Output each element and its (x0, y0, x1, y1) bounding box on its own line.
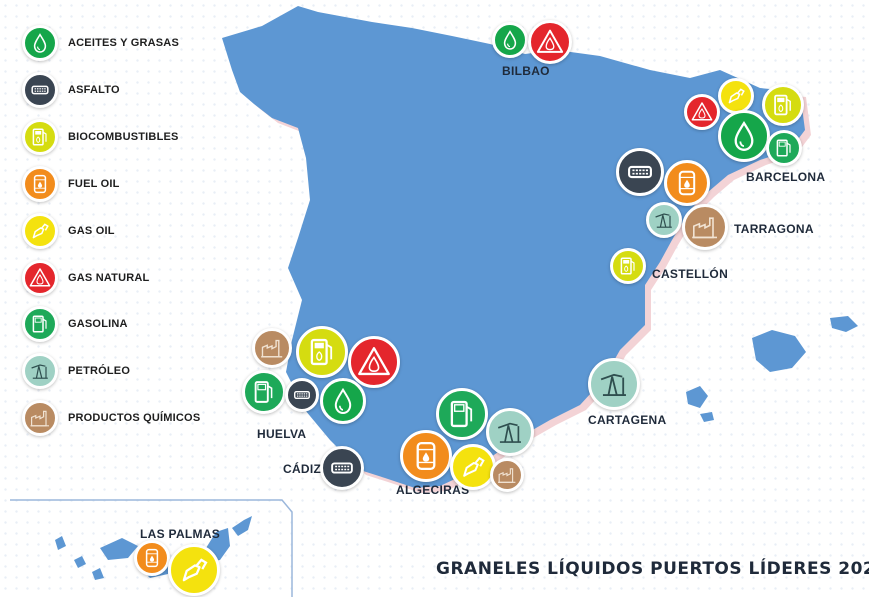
fuel-pump-icon (22, 306, 58, 342)
port-label-cartagena: CARTAGENA (588, 413, 667, 427)
barrel-icon (400, 430, 452, 482)
asphalt-icon (285, 378, 319, 412)
legend-label: GASOLINA (68, 318, 128, 330)
canary-inset-frame (10, 499, 293, 597)
ibiza-island (686, 386, 708, 408)
legend-item-gasnat: GAS NATURAL (22, 260, 149, 296)
formentera-island (700, 412, 714, 422)
oil-pumpjack-icon (486, 408, 534, 456)
biofuel-pump-icon (762, 84, 804, 126)
port-label-tarragona: TARRAGONA (734, 222, 814, 236)
oil-drop-icon (718, 110, 770, 162)
asphalt-icon (616, 148, 664, 196)
port-label-castellon: CASTELLÓN (652, 267, 729, 281)
flame-warning-icon (528, 20, 572, 64)
legend-item-gasolina: GASOLINA (22, 306, 127, 342)
legend-item-aceites: ACEITES Y GRASAS (22, 25, 179, 61)
flame-warning-icon (22, 260, 58, 296)
fuel-nozzle-icon (718, 78, 754, 114)
barrel-icon (134, 540, 170, 576)
oil-drop-icon (320, 378, 366, 424)
fuel-nozzle-icon (22, 213, 58, 249)
legend-item-gasoil: GAS OIL (22, 213, 114, 249)
canary-island (92, 568, 104, 580)
map-title: GRANELES LÍQUIDOS PUERTOS LÍDERES 2021 (436, 559, 869, 579)
legend-item-bio: BIOCOMBUSTIBLES (22, 119, 178, 155)
chemical-plant-icon (252, 328, 292, 368)
legend-label: FUEL OIL (68, 178, 120, 190)
legend-label: BIOCOMBUSTIBLES (68, 131, 179, 143)
oil-pumpjack-icon (646, 202, 682, 238)
chemical-plant-icon (490, 458, 524, 492)
port-label-barcelona: BARCELONA (746, 170, 826, 184)
port-label-las-palmas: LAS PALMAS (140, 527, 221, 541)
mallorca-island (752, 330, 806, 372)
fuel-pump-icon (436, 388, 488, 440)
fuel-pump-icon (242, 370, 286, 414)
oil-pumpjack-icon (588, 358, 640, 410)
oil-pumpjack-icon (22, 353, 58, 389)
biofuel-pump-icon (610, 248, 646, 284)
legend-label: GAS NATURAL (68, 272, 150, 284)
oil-drop-icon (22, 25, 58, 61)
legend-item-asfalto: ASFALTO (22, 72, 120, 108)
port-label-cadiz: CÁDIZ (283, 462, 322, 476)
chemical-plant-icon (22, 400, 58, 436)
legend-item-petroleo: PETRÓLEO (22, 353, 130, 389)
biofuel-pump-icon (296, 326, 348, 378)
legend-item-quim: PRODUCTOS QUÍMICOS (22, 400, 200, 436)
legend-item-fuel: FUEL OIL (22, 166, 119, 202)
barrel-icon (22, 166, 58, 202)
legend-label: PRODUCTOS QUÍMICOS (68, 412, 201, 424)
flame-warning-icon (684, 94, 720, 130)
menorca-island (830, 316, 858, 332)
oil-drop-icon (492, 22, 528, 58)
legend-label: ACEITES Y GRASAS (68, 37, 179, 49)
biofuel-pump-icon (22, 119, 58, 155)
fuel-nozzle-icon (450, 444, 496, 490)
chemical-plant-icon (682, 204, 728, 250)
asphalt-icon (320, 446, 364, 490)
fuel-nozzle-icon (168, 544, 220, 596)
fuel-pump-icon (766, 130, 802, 166)
legend-label: GAS OIL (68, 225, 115, 237)
port-label-bilbao: BILBAO (502, 64, 550, 78)
canary-island (74, 556, 86, 568)
canary-island (100, 538, 138, 560)
barrel-icon (664, 160, 710, 206)
canary-island (232, 516, 252, 536)
flame-warning-icon (348, 336, 400, 388)
canary-island (55, 536, 66, 550)
asphalt-icon (22, 72, 58, 108)
port-label-algeciras: ALGECIRAS (396, 483, 470, 497)
legend-label: PETRÓLEO (68, 365, 131, 377)
port-label-huelva: HUELVA (257, 427, 307, 441)
legend-label: ASFALTO (68, 84, 120, 96)
